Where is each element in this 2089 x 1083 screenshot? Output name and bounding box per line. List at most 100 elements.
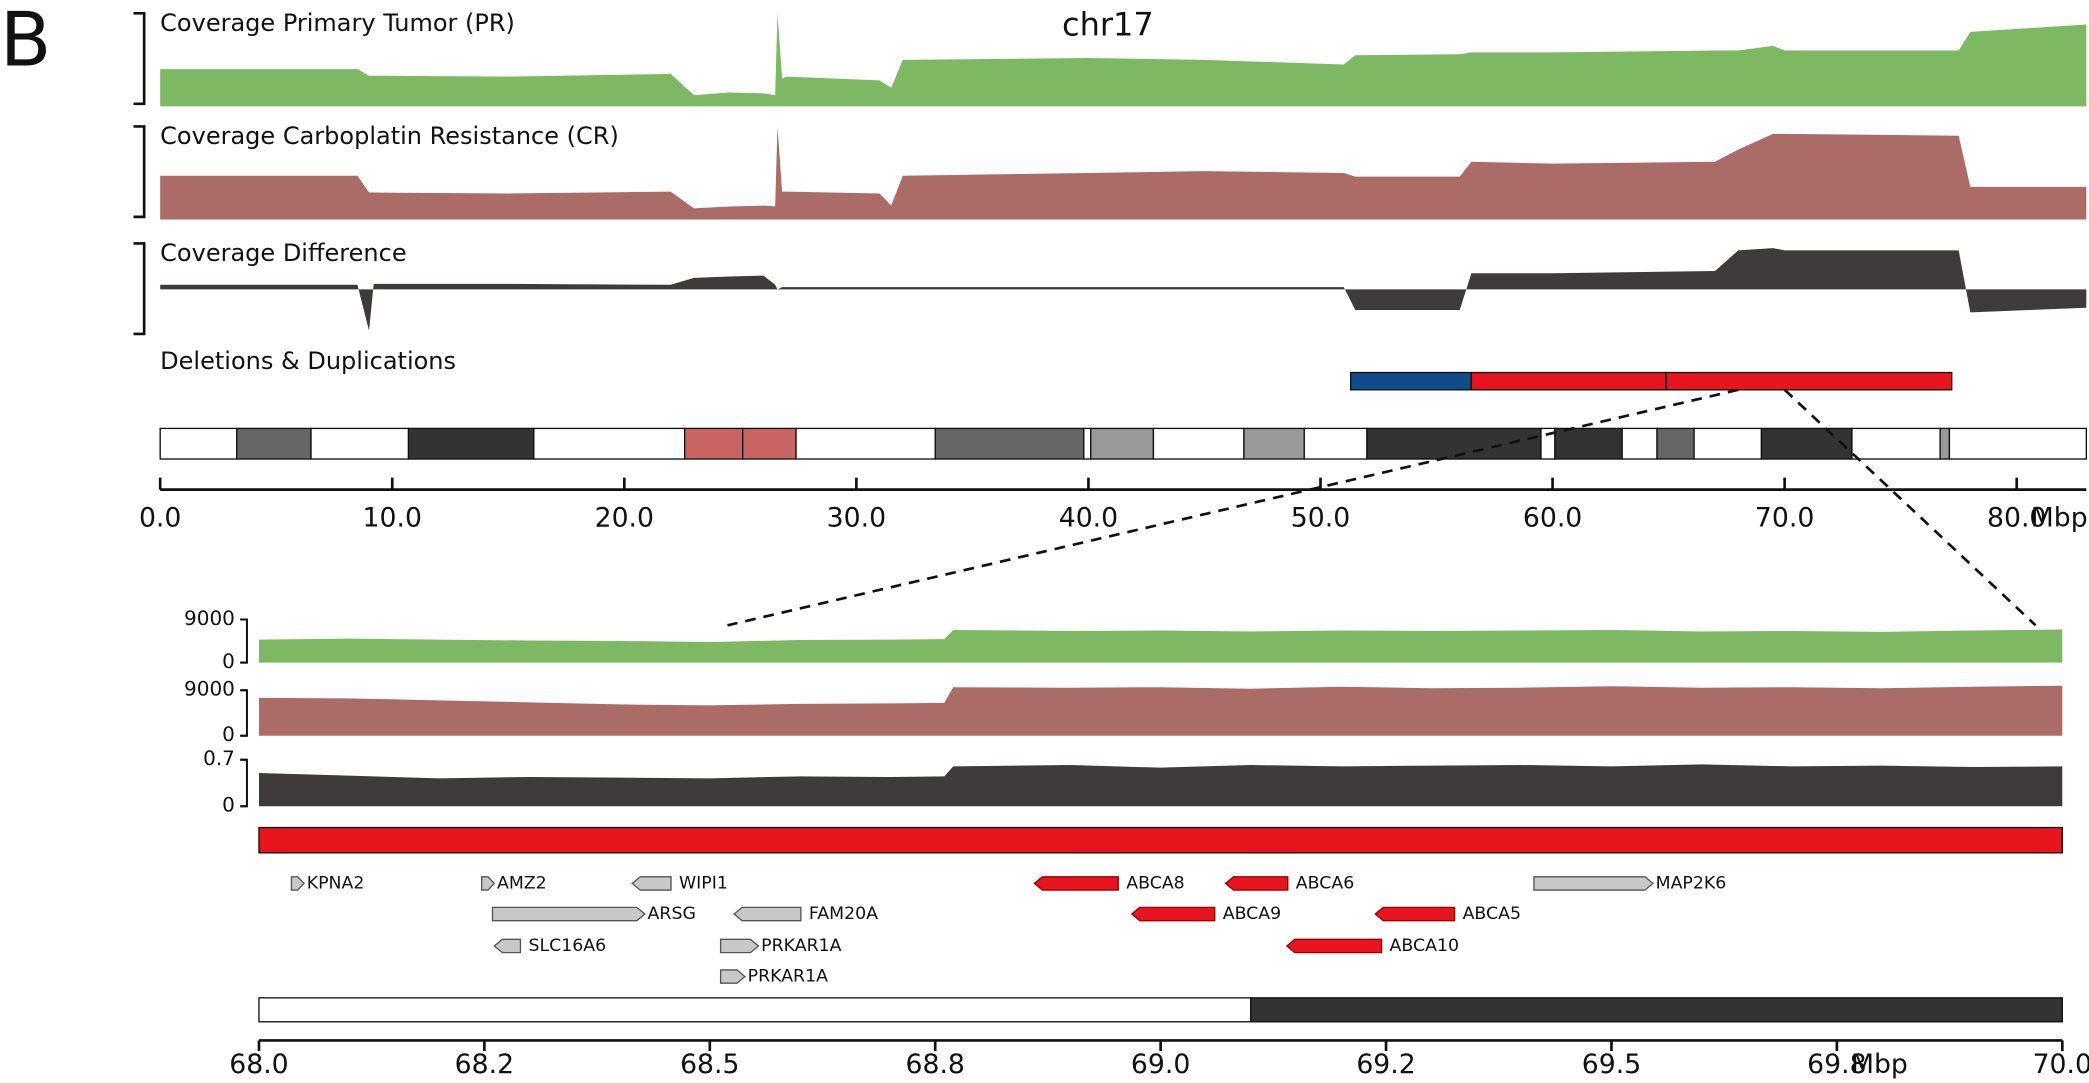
gene-label: ABCA6: [1296, 873, 1354, 893]
y-bracket: [240, 758, 248, 808]
ideogram-band: [1621, 427, 1658, 460]
y-tick-label: 0: [222, 793, 235, 817]
x-tick-label: 30.0: [827, 502, 886, 533]
x-tick-label: 70.0: [2033, 1049, 2089, 1080]
gene-label: FAM20A: [809, 904, 878, 924]
coverage-area: [160, 126, 2087, 220]
gene-label: AMZ2: [497, 873, 547, 893]
gene: [1130, 906, 1216, 922]
x-tick-label: 68.8: [905, 1049, 964, 1080]
ideogram-band: [934, 427, 1085, 460]
x-tick-label: 20.0: [595, 502, 654, 533]
ideogram-band: [1851, 427, 1941, 460]
ideogram-band: [1656, 427, 1695, 460]
gene-label: MAP2K6: [1656, 873, 1727, 893]
ideogram-band: [407, 427, 535, 460]
ideogram-band: [159, 427, 238, 460]
gene-label: ABCA8: [1126, 873, 1184, 893]
y-tick-label: 9000: [184, 677, 235, 701]
gene-label: SLC16A6: [528, 936, 606, 956]
gene-label: PRKAR1A: [748, 967, 829, 987]
x-tick-label: 0.0: [139, 502, 181, 533]
ideogram-band: [1366, 427, 1542, 460]
ideogram-band: [1250, 997, 2063, 1023]
x-tick-label: 69.8: [1807, 1049, 1866, 1080]
coverage-area: [258, 764, 2063, 807]
gene: [1033, 876, 1119, 891]
coverage-area: [258, 685, 2063, 736]
gene: [493, 938, 522, 954]
ideogram-band: [683, 427, 744, 460]
gene-label: ABCA10: [1390, 936, 1460, 956]
ideogram-band: [1303, 427, 1368, 460]
gene: [1285, 938, 1383, 954]
x-tick-label: 69.2: [1356, 1049, 1415, 1080]
y-tick-label: 0.7: [203, 746, 235, 770]
x-tick-label: 40.0: [1059, 502, 1118, 533]
coverage-area: [258, 629, 2063, 663]
x-tick-label: 68.2: [455, 1049, 514, 1080]
gene: [631, 876, 672, 891]
zoom-line: [727, 388, 1739, 627]
coverage-area: [160, 13, 2087, 107]
ideogram-band: [236, 427, 312, 460]
gene: [733, 906, 802, 922]
x-unit: Mbp: [1851, 1049, 1908, 1080]
ideogram-band: [1243, 427, 1305, 460]
x-tick-label: 68.0: [229, 1049, 288, 1080]
gene-label: ABCA9: [1223, 904, 1281, 924]
ideogram-band: [1554, 427, 1623, 460]
gene: [290, 876, 305, 891]
y-tick-label: 0: [222, 649, 235, 673]
cnv-segment: [1350, 371, 1473, 391]
ideogram-band: [1152, 427, 1245, 460]
gene: [719, 969, 747, 984]
x-tick-label: 69.5: [1582, 1049, 1641, 1080]
ideogram-band: [258, 997, 1252, 1023]
ideogram-band: [533, 427, 686, 460]
track-label: Coverage Difference: [160, 239, 406, 267]
zoom-line: [1783, 388, 2037, 627]
gene: [1224, 876, 1289, 891]
cnv-segment: [1665, 371, 1953, 391]
x-tick-label: 68.5: [680, 1049, 739, 1080]
x-tick-label: 60.0: [1523, 502, 1582, 533]
ideogram-band: [795, 427, 936, 460]
gene: [1374, 906, 1456, 922]
track-label: Coverage Primary Tumor (PR): [160, 9, 515, 37]
cnv-segment: [258, 826, 2063, 854]
ideogram-band: [1693, 427, 1763, 460]
y-bracket: [240, 689, 248, 737]
y-tick-label: 0: [222, 722, 235, 746]
ideogram-band: [1939, 427, 1951, 460]
gene-label: ARSG: [648, 904, 696, 924]
ideogram-band: [1948, 427, 2087, 460]
x-tick-label: 10.0: [363, 502, 422, 533]
gene: [481, 876, 496, 891]
x-tick-label: 69.0: [1131, 1049, 1190, 1080]
y-bracket: [240, 618, 248, 664]
chromosome-title: chr17: [1062, 6, 1154, 44]
gene: [1533, 876, 1654, 891]
ideogram-band: [1083, 427, 1092, 460]
coverage-area: [160, 248, 2087, 331]
ideogram-band: [1090, 427, 1155, 460]
x-tick-label: 80.0: [1987, 502, 2046, 533]
cnv-title: Deletions & Duplications: [160, 347, 456, 375]
gene-label: WIPI1: [679, 873, 728, 893]
cnv-segment: [1470, 371, 1667, 391]
ideogram-band: [310, 427, 410, 460]
ideogram-band: [741, 427, 797, 460]
panel-label: B: [0, 0, 51, 84]
gene-label: PRKAR1A: [761, 936, 842, 956]
track-label: Coverage Carboplatin Resistance (CR): [160, 122, 619, 150]
ideogram-band: [1760, 427, 1853, 460]
y-tick-label: 9000: [184, 606, 235, 630]
x-tick-label: 70.0: [1755, 502, 1814, 533]
gene-label: ABCA5: [1463, 904, 1521, 924]
gene: [719, 938, 760, 954]
gene: [491, 906, 646, 922]
track-brackets: [133, 11, 146, 336]
